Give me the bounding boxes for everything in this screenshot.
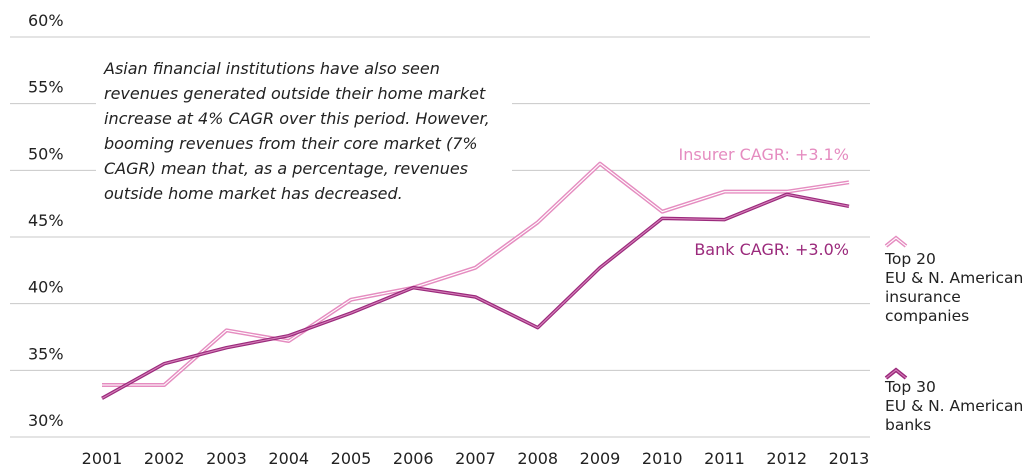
- x-tick-label: 2002: [144, 449, 185, 468]
- x-tick-label: 2006: [393, 449, 434, 468]
- y-tick-label: 55%: [28, 78, 64, 97]
- x-tick-label: 2010: [642, 449, 683, 468]
- annotation: Bank CAGR: +3.0%: [694, 240, 849, 259]
- y-tick-label: 30%: [28, 411, 64, 430]
- y-tick-label: 60%: [28, 11, 64, 30]
- annotation-note: Asian financial institutions have also s…: [96, 52, 512, 210]
- annotation: Insurer CAGR: +3.1%: [679, 145, 849, 164]
- legend-entry: Top 30 EU & N. American banks: [885, 378, 1024, 434]
- y-tick-label: 45%: [28, 211, 64, 230]
- x-tick-label: 2013: [829, 449, 870, 468]
- x-tick-label: 2001: [82, 449, 123, 468]
- x-tick-label: 2009: [580, 449, 621, 468]
- y-tick-label: 35%: [28, 344, 64, 363]
- y-tick-label: 40%: [28, 278, 64, 297]
- legend-entry: Top 20 EU & N. American insurance compan…: [885, 250, 1024, 325]
- x-tick-label: 2004: [268, 449, 309, 468]
- x-tick-label: 2011: [704, 449, 745, 468]
- legend-icon: [884, 367, 908, 380]
- legend-icon: [884, 235, 908, 248]
- x-tick-label: 2008: [517, 449, 558, 468]
- x-tick-label: 2005: [331, 449, 372, 468]
- series-line: [101, 192, 850, 400]
- y-tick-label: 50%: [28, 144, 64, 163]
- legend-icon-inner: [885, 369, 907, 379]
- x-tick-label: 2007: [455, 449, 496, 468]
- legend-icon-inner: [885, 237, 907, 247]
- x-tick-label: 2003: [206, 449, 247, 468]
- series-line-inner: [102, 163, 850, 386]
- series-line-inner: [101, 193, 850, 399]
- x-tick-label: 2012: [766, 449, 807, 468]
